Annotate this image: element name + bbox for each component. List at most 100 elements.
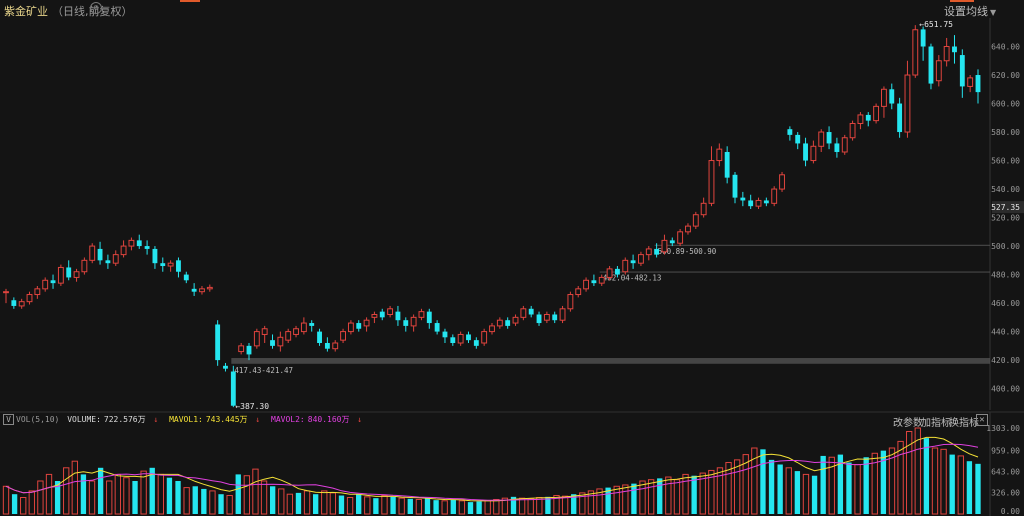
candle-body bbox=[230, 371, 236, 406]
volume-bar bbox=[45, 473, 53, 515]
candle-body bbox=[426, 311, 432, 324]
candle bbox=[253, 328, 260, 349]
indicator-icon[interactable]: V bbox=[3, 414, 14, 425]
volume-bar bbox=[106, 480, 113, 515]
candle-body bbox=[418, 311, 425, 318]
candle bbox=[309, 320, 315, 332]
candle bbox=[50, 274, 56, 289]
close-icon[interactable]: ✕ bbox=[976, 414, 988, 426]
candle-body bbox=[505, 320, 511, 326]
candle bbox=[223, 362, 228, 372]
candle bbox=[199, 285, 205, 295]
candle bbox=[230, 365, 236, 408]
candle bbox=[755, 197, 762, 210]
price-chart[interactable]: 640.00 620.00 600.00 580.00 560.00 540.00 520.… bbox=[0, 0, 1024, 412]
volume-bar bbox=[665, 476, 672, 515]
candle-body bbox=[191, 288, 197, 292]
volume-bar bbox=[269, 486, 276, 514]
price-tick-label: 600.00 bbox=[991, 100, 1020, 109]
candle bbox=[410, 314, 417, 332]
candle bbox=[340, 328, 346, 344]
volume-bar bbox=[114, 473, 121, 515]
candle-body bbox=[724, 151, 730, 178]
volume-bar bbox=[940, 448, 947, 515]
candle bbox=[700, 197, 707, 218]
candle-body bbox=[708, 160, 715, 204]
volume-bar bbox=[303, 490, 311, 515]
volume-bar bbox=[346, 496, 354, 515]
candle-body bbox=[928, 46, 934, 84]
candle-body bbox=[112, 254, 119, 264]
price-tick-label: 580.00 bbox=[991, 128, 1020, 137]
candle-body bbox=[317, 331, 322, 344]
volume-bar bbox=[37, 480, 44, 515]
candle bbox=[215, 320, 221, 366]
volume-bar bbox=[433, 500, 439, 514]
candle-body bbox=[332, 342, 339, 350]
candle-body bbox=[943, 46, 950, 62]
volume-bar bbox=[493, 498, 500, 515]
volume-bar bbox=[243, 475, 251, 515]
volume-bar bbox=[931, 447, 939, 515]
candle-body bbox=[849, 122, 856, 139]
candle bbox=[206, 284, 213, 292]
volume-bar bbox=[811, 475, 818, 514]
price-tick-label: 500.00 bbox=[991, 242, 1020, 251]
candle-body bbox=[740, 197, 746, 201]
volume-indicator-header: VOL(5,10) VOLUME: 722.576万 ↓ MAVOL1: 743.4… bbox=[16, 414, 368, 426]
tool-switch-indicator[interactable]: 换指标 bbox=[949, 418, 979, 429]
candle bbox=[426, 308, 432, 329]
candle-body bbox=[26, 294, 33, 303]
ma-settings-button[interactable]: 设置均线 ▼ bbox=[944, 3, 996, 19]
candle-body bbox=[300, 322, 307, 333]
candle bbox=[654, 243, 660, 258]
candle-body bbox=[253, 331, 260, 347]
volume-bar bbox=[949, 454, 955, 514]
volume-bar bbox=[975, 463, 981, 514]
candle-body bbox=[645, 248, 652, 256]
candle-body bbox=[536, 314, 542, 324]
candle bbox=[873, 103, 880, 124]
volume-bar bbox=[545, 496, 551, 514]
tool-edit-params[interactable]: 改参数 bbox=[893, 418, 923, 429]
candle bbox=[865, 112, 871, 127]
candle bbox=[512, 314, 519, 326]
candle bbox=[285, 328, 292, 344]
candle-body bbox=[105, 260, 111, 264]
indicator-name: VOL(5,10) bbox=[16, 415, 60, 424]
candle-body bbox=[223, 365, 228, 369]
candle-body bbox=[356, 323, 362, 329]
candle-body bbox=[622, 259, 629, 273]
candle-body bbox=[152, 248, 158, 264]
candle-body bbox=[160, 263, 166, 267]
candle-body bbox=[66, 267, 72, 278]
candle bbox=[567, 291, 574, 312]
candle bbox=[418, 308, 425, 321]
ma-settings-label: 设置均线 bbox=[944, 5, 988, 18]
candle-body bbox=[50, 280, 56, 284]
candle bbox=[466, 331, 471, 344]
volume-bar bbox=[501, 497, 509, 515]
candle bbox=[434, 320, 440, 335]
candle bbox=[614, 266, 620, 278]
gear-icon[interactable]: ⚙ bbox=[90, 2, 102, 14]
candle bbox=[841, 134, 848, 155]
candle-body bbox=[935, 60, 942, 82]
volume-bar bbox=[716, 467, 724, 515]
candle-body bbox=[57, 266, 64, 284]
volume-bar bbox=[536, 496, 543, 515]
volume-bar bbox=[837, 454, 844, 514]
volume-bar bbox=[923, 438, 930, 514]
candle-body bbox=[763, 200, 769, 204]
volume-bar bbox=[226, 495, 233, 515]
candle-body bbox=[755, 199, 762, 207]
candle-body bbox=[559, 308, 566, 321]
tool-add-indicator[interactable]: 加指标 bbox=[921, 418, 951, 429]
volume-bar bbox=[785, 467, 792, 515]
candle bbox=[598, 274, 605, 286]
candle bbox=[803, 137, 808, 167]
candle-body bbox=[434, 323, 440, 332]
candle-body bbox=[466, 334, 471, 341]
volume-bar bbox=[458, 500, 466, 515]
candle bbox=[881, 86, 887, 118]
